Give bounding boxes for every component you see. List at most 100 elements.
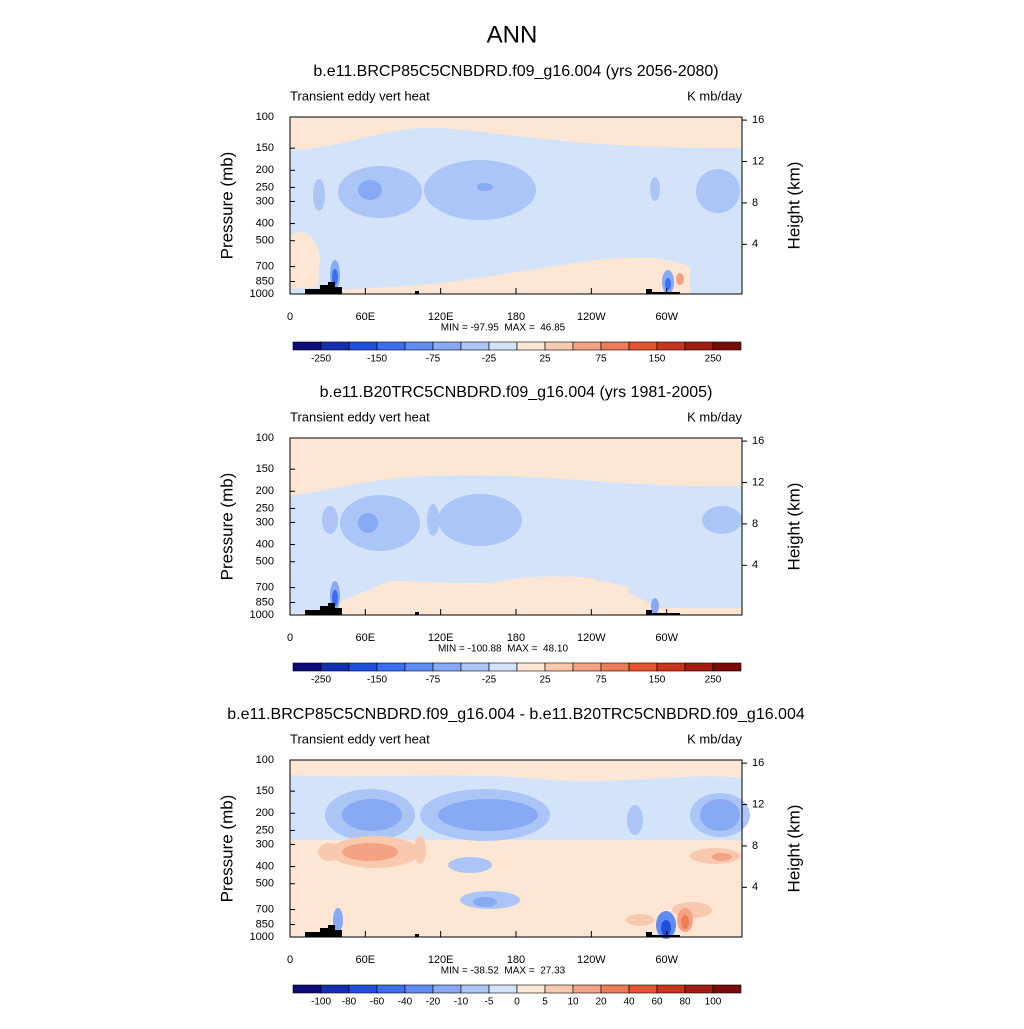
contour-region [358,513,378,533]
contour-region [290,232,320,289]
y-axis-label: Pressure (mb) [217,795,236,903]
contour-region [681,915,689,929]
right-label: K mb/day [687,409,742,424]
contour-region [665,278,671,290]
colorbar-label: 80 [679,997,691,1008]
contour-region [696,169,740,213]
colorbar-box [376,984,406,994]
y-tick-label: 1000 [250,288,274,300]
colorbar-box [292,662,322,672]
colorbar-label: -250 [311,675,331,686]
x-tick-label: 180 [507,311,525,323]
colorbar-box [292,984,322,994]
y2-tick-label: 8 [752,840,758,852]
contour-field [290,117,742,294]
x-tick-label: 60E [356,954,376,966]
y-tick-label: 150 [256,142,274,154]
colorbar-label: -80 [342,997,357,1008]
colorbar-label: 150 [649,675,666,686]
x-tick-label: 60W [655,311,678,323]
colorbar-label: -25 [482,354,497,365]
contour-region [438,799,538,831]
colorbar-box [432,984,462,994]
y-tick-label: 150 [256,785,274,797]
x-tick-label: 120W [577,311,606,323]
colorbar-box [656,341,686,351]
colorbar-box [572,662,602,672]
x-tick-label: 120E [428,311,454,323]
right-label: K mb/day [687,88,742,103]
x-tick-label: 60W [655,632,678,644]
colorbar-label: -150 [367,675,387,686]
colorbar-label: -5 [485,997,494,1008]
colorbar-box [404,984,434,994]
contour-region [427,504,439,536]
colorbar-box [404,341,434,351]
colorbar-label: -75 [426,354,441,365]
colorbar-box [628,984,658,994]
colorbar-box [684,984,714,994]
colorbar-label: 75 [595,354,607,365]
colorbar-box [628,662,658,672]
colorbar-box [712,984,742,994]
y-tick-label: 500 [256,235,274,247]
contour-region [676,273,684,285]
colorbar-box [348,662,378,672]
colorbar-label: 25 [539,675,551,686]
y-tick-label: 150 [256,463,274,475]
panel-title: b.e11.B20TRC5CNBDRD.f09_g16.004 (yrs 198… [320,384,713,401]
contour-region [661,920,671,936]
contour-region [332,269,338,285]
colorbar-box [684,662,714,672]
colorbar-box [628,341,658,351]
x-tick-label: 180 [507,954,525,966]
y-tick-label: 300 [256,516,274,528]
contour-region [318,843,342,861]
colorbar-box [600,984,630,994]
colorbar-label: 60 [651,997,663,1008]
y-tick-label: 200 [256,807,274,819]
y-tick-label: 250 [256,181,274,193]
x-tick-label: 60W [655,954,678,966]
y-tick-label: 100 [256,754,274,766]
colorbar-box [432,662,462,672]
y2-tick-label: 16 [752,757,764,769]
contour-region [473,897,497,907]
colorbar-label: -150 [367,354,387,365]
colorbar-box [292,341,322,351]
colorbar-label: 20 [595,997,607,1008]
contour-region [342,843,398,861]
stats: MIN = -100.88 MAX = 48.10 [438,644,569,655]
contour-region [651,598,659,614]
y-tick-label: 500 [256,556,274,568]
contour-region [333,908,343,932]
y2-tick-label: 8 [752,518,758,530]
y-tick-label: 400 [256,217,274,229]
colorbar-box [376,341,406,351]
colorbar-label: -100 [311,997,331,1008]
contour-region [322,506,338,534]
x-tick-label: 60E [356,632,376,644]
contour-region [313,179,325,211]
y-tick-label: 300 [256,195,274,207]
colorbar-box [600,341,630,351]
colorbar-label: 250 [705,675,722,686]
left-label: Transient eddy vert heat [290,409,430,424]
y2-axis-label: Height (km) [784,483,803,571]
y-tick-label: 400 [256,538,274,550]
y2-tick-label: 12 [752,155,764,167]
y-axis-label: Pressure (mb) [217,473,236,581]
colorbar-box [488,341,518,351]
colorbar-box [516,341,546,351]
y-tick-label: 850 [256,918,274,930]
colorbar-label: 5 [542,997,548,1008]
colorbar-box [572,341,602,351]
colorbar-label: -10 [454,997,469,1008]
y2-tick-label: 12 [752,798,764,810]
y-axis-label: Pressure (mb) [217,152,236,260]
contour-region [627,805,643,835]
colorbar-box [432,341,462,351]
contour-region [438,494,522,546]
x-tick-label: 180 [507,632,525,644]
